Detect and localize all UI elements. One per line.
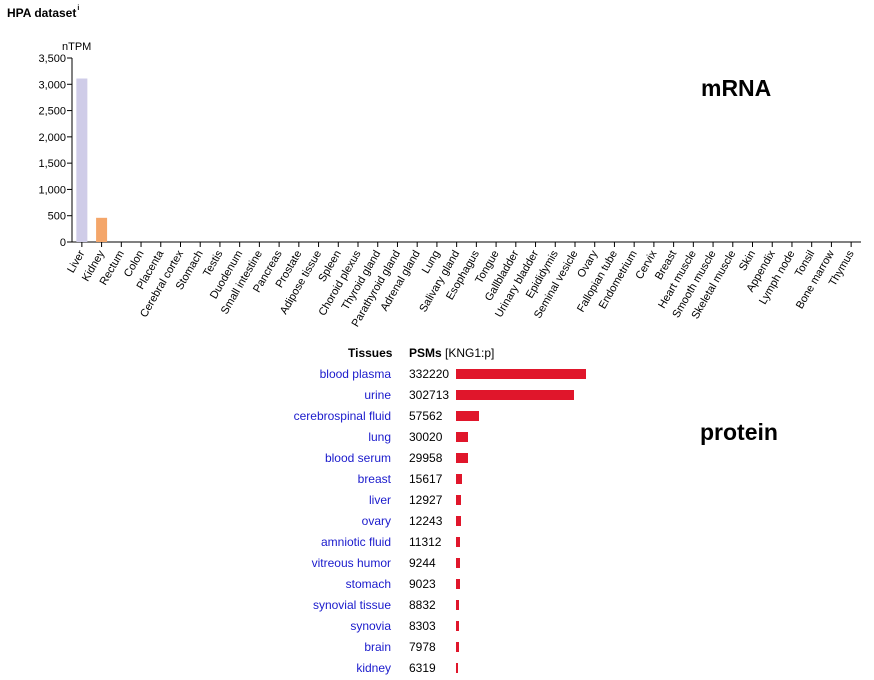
psms-label: PSMs [409,346,442,360]
y-tick-label: 2,500 [38,106,66,118]
psm-value: 7978 [409,640,436,654]
y-tick-label: 1,000 [38,184,66,196]
tissue-link[interactable]: blood serum [324,451,391,465]
bar-liver[interactable] [76,78,88,242]
psm-value: 30020 [409,430,443,444]
tissue-link[interactable]: blood plasma [319,367,391,381]
tissue-link[interactable]: urine [364,388,391,402]
y-tick-label: 3,000 [38,79,66,91]
dataset-title: HPA dataseti [7,5,80,20]
psm-bar[interactable] [456,432,468,442]
psm-bar[interactable] [456,579,460,589]
psm-bar[interactable] [456,642,459,652]
psms-column-header: PSMs [KNG1:p] [409,346,494,360]
tissue-link[interactable]: amniotic fluid [320,535,391,549]
protein-annotation: protein [700,419,778,445]
y-tick-label: 500 [48,211,66,223]
psm-value: 6319 [409,661,436,675]
psm-value: 9244 [409,556,436,570]
psm-value: 8303 [409,619,436,633]
psm-value: 302713 [409,388,450,402]
psm-bar[interactable] [456,369,586,379]
psm-value: 29958 [409,451,443,465]
psm-value: 9023 [409,577,436,591]
psm-bar[interactable] [456,411,479,421]
tissue-link[interactable]: breast [357,472,391,486]
peptide-label: [KNG1:p] [445,346,495,360]
tissue-link[interactable]: synovia [350,619,391,633]
tissue-link[interactable]: liver [368,493,391,507]
psm-bar[interactable] [456,558,460,568]
info-marker[interactable]: i [77,5,80,12]
y-tick-label: 3,500 [38,53,66,65]
tissue-link[interactable]: synovial tissue [312,598,391,612]
mrna-annotation: mRNA [701,75,771,101]
tissues-column-header: Tissues [348,346,393,360]
psm-bar[interactable] [456,600,459,610]
tissue-link[interactable]: lung [368,430,391,444]
psm-value: 11312 [409,535,442,549]
y-tick-label: 2,000 [38,132,66,144]
psm-bar[interactable] [456,390,574,400]
psm-value: 8832 [409,598,436,612]
psm-value: 12927 [409,493,443,507]
tissue-link[interactable]: brain [364,640,391,654]
y-tick-label: 1,500 [38,158,66,170]
tissue-link[interactable]: cerebrospinal fluid [293,409,391,423]
psm-bar[interactable] [456,495,461,505]
psm-bar[interactable] [456,621,459,631]
psm-bar[interactable] [456,474,462,484]
psm-value: 12243 [409,514,443,528]
psm-value: 57562 [409,409,443,423]
psm-value: 332220 [409,367,450,381]
y-tick-label: 0 [60,237,66,249]
psm-bar[interactable] [456,663,458,673]
tissue-link[interactable]: stomach [345,577,391,591]
psm-bar[interactable] [456,453,468,463]
psm-bar[interactable] [456,516,461,526]
psm-value: 15617 [409,472,443,486]
tissue-link[interactable]: kidney [356,661,391,675]
dataset-title-text: HPA dataset [7,6,77,20]
tissue-link[interactable]: vitreous humor [311,556,391,570]
tissue-link[interactable]: ovary [361,514,391,528]
bar-kidney[interactable] [96,217,108,242]
y-axis-label: nTPM [62,41,91,53]
psm-bar[interactable] [456,537,460,547]
